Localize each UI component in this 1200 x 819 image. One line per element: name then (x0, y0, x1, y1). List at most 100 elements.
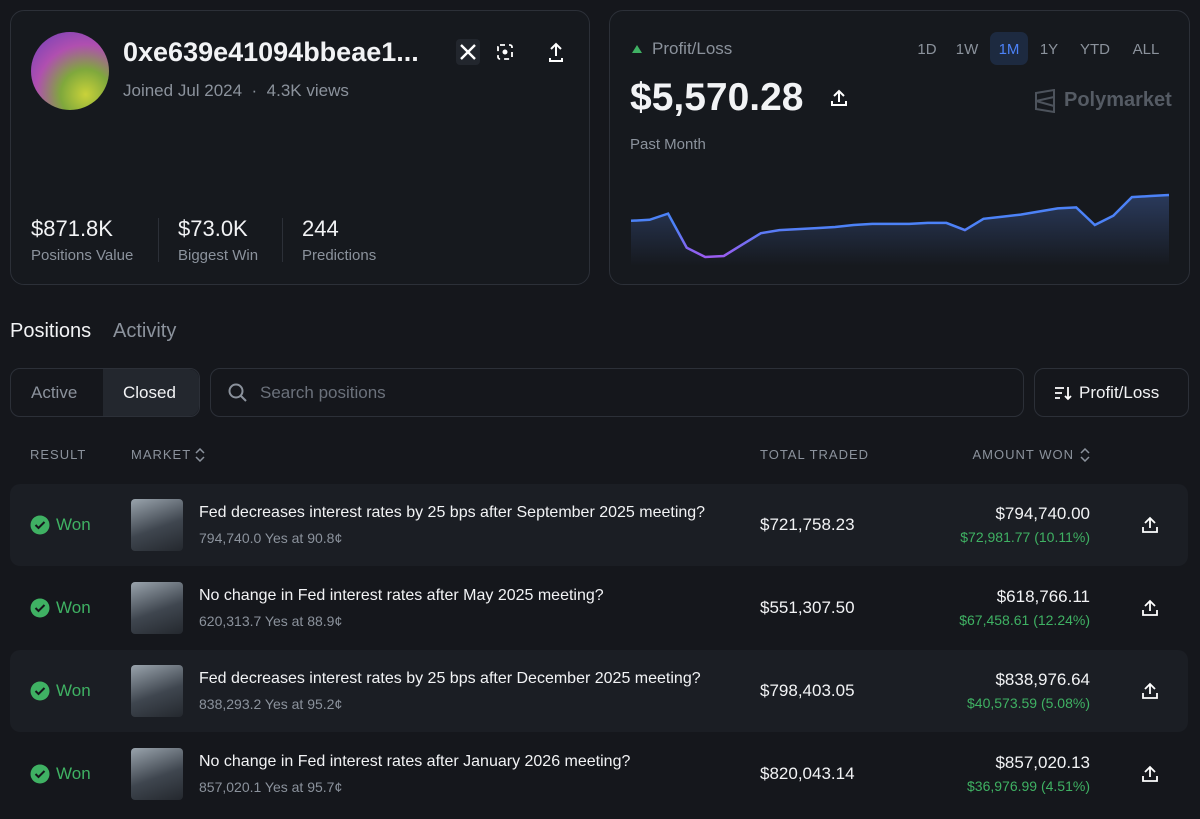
filter-active[interactable]: Active (31, 383, 78, 402)
stat-label: Predictions (302, 247, 377, 264)
range-button[interactable]: 1W (955, 41, 979, 58)
search-icon (228, 383, 247, 402)
share-path (1142, 516, 1158, 533)
total-traded: $551,307.50 (760, 598, 855, 617)
result: Won (56, 515, 91, 534)
market-detail: 838,293.2 Yes at 95.2¢ (199, 696, 343, 712)
stat-label: Biggest Win (178, 247, 259, 264)
market-title[interactable]: No change in Fed interest rates after Ja… (199, 753, 631, 770)
avatar (31, 32, 109, 110)
tab-positions[interactable]: Positions (10, 320, 92, 342)
position-row[interactable]: Won No change in Fed interest rates after… (10, 567, 1188, 649)
sort-button[interactable]: Profit/Loss (1034, 368, 1189, 417)
range-active-bg (990, 32, 1028, 65)
profit: $72,981.77 (10.11%) (960, 529, 1090, 545)
market-title[interactable]: No change in Fed interest rates after Ma… (199, 587, 604, 604)
share-icon[interactable] (1142, 682, 1158, 700)
share-icon[interactable] (830, 89, 848, 107)
profile-icons[interactable] (456, 39, 586, 65)
range-button[interactable]: 1Y (1039, 41, 1059, 58)
won-circle (30, 764, 50, 784)
position-row[interactable]: Won Fed decreases interest rates by 25 bp… (10, 650, 1188, 732)
stat-value: 244 (302, 216, 339, 241)
share-path (1142, 765, 1158, 782)
amount-won: $794,740.00 (995, 504, 1090, 523)
pnl-area (631, 195, 1169, 266)
won-check (34, 687, 46, 696)
share-icon[interactable] (1142, 765, 1158, 783)
market-detail: 794,740.0 Yes at 90.8¢ (199, 530, 343, 546)
market-image (131, 582, 183, 634)
market-image (131, 499, 183, 551)
search-placeholder: Search positions (260, 383, 386, 402)
tab-activity[interactable]: Activity (113, 320, 177, 342)
market-title[interactable]: Fed decreases interest rates by 25 bps a… (199, 670, 701, 687)
amount-won: $618,766.11 (996, 587, 1090, 606)
filter-toggle: Active Closed (10, 368, 200, 417)
won-icon (30, 764, 50, 784)
arrow-path (1080, 448, 1090, 462)
share-icon[interactable] (1142, 516, 1158, 534)
share-path (1142, 599, 1158, 616)
won-circle (30, 598, 50, 618)
pnl-line (630, 193, 1170, 259)
range-button[interactable]: ALL (1132, 41, 1160, 58)
sort-arrows[interactable] (195, 448, 205, 462)
wallet-name: 0xe639e41094bbeae1... (123, 37, 419, 67)
column-header[interactable]: AMOUNT WON (972, 447, 1074, 462)
stat-value: $871.8K (31, 216, 113, 241)
won-check (34, 521, 46, 530)
brand-logo (1035, 89, 1055, 113)
sort-icon (1055, 387, 1072, 401)
pnl-chart (630, 193, 1170, 266)
profit: $40,573.59 (5.08%) (967, 695, 1090, 711)
pnl-amount: $5,570.28 (630, 76, 804, 119)
won-check (34, 770, 46, 779)
profit: $67,458.61 (12.24%) (959, 612, 1090, 628)
market-image (131, 748, 183, 800)
arrow-path (195, 448, 205, 462)
won-icon (30, 681, 50, 701)
profile-card: 0xe639e41094bbeae1... Joined Jul 2024 · … (10, 10, 590, 285)
separator: · (251, 81, 258, 100)
won-icon (30, 515, 50, 535)
brand: Polymarket (1064, 89, 1172, 111)
result: Won (56, 764, 91, 783)
won-check (34, 604, 46, 613)
market-detail: 620,313.7 Yes at 88.9¢ (199, 613, 343, 629)
sort-label: Profit/Loss (1079, 383, 1160, 402)
total-traded: $798,403.05 (760, 681, 855, 700)
pnl-card: Profit/Loss 1D 1W 1M 1Y YTD ALL $5,570.28 Pol… (609, 10, 1190, 285)
stat-value: $73.0K (178, 216, 248, 241)
total-traded: $820,043.14 (760, 764, 855, 783)
profile-meta: Joined Jul 2024 · 4.3K views (123, 81, 349, 101)
column-header: RESULT (30, 447, 87, 462)
position-row[interactable]: Won No change in Fed interest rates after… (10, 733, 1188, 815)
range-button[interactable]: 1D (917, 41, 937, 58)
column-header: TOTAL TRADED (760, 447, 870, 462)
up-triangle (632, 45, 642, 53)
market-title[interactable]: Fed decreases interest rates by 25 bps a… (199, 504, 706, 521)
filter-closed[interactable]: Closed (123, 383, 176, 402)
amount-won: $838,976.64 (995, 670, 1090, 689)
won-icon (30, 598, 50, 618)
period: Past Month (630, 136, 706, 153)
won-circle (30, 681, 50, 701)
sort-arrows[interactable] (1080, 448, 1090, 462)
range-button[interactable]: 1M (998, 41, 1020, 58)
amount-won: $857,020.13 (995, 753, 1090, 772)
market-image (131, 665, 183, 717)
filter-active-bg (103, 369, 199, 416)
won-circle (30, 515, 50, 535)
share-path (1142, 682, 1158, 699)
search-box[interactable]: Search positions (210, 368, 1024, 417)
profit: $36,976.99 (4.51%) (967, 778, 1090, 794)
column-header[interactable]: MARKET (131, 447, 192, 462)
market-detail: 857,020.1 Yes at 95.7¢ (199, 779, 343, 795)
position-row[interactable]: Won Fed decreases interest rates by 25 bp… (10, 484, 1188, 566)
result: Won (56, 598, 91, 617)
range-button[interactable]: YTD (1080, 41, 1110, 58)
stat-label: Positions Value (31, 247, 134, 264)
share-icon[interactable] (1142, 599, 1158, 617)
